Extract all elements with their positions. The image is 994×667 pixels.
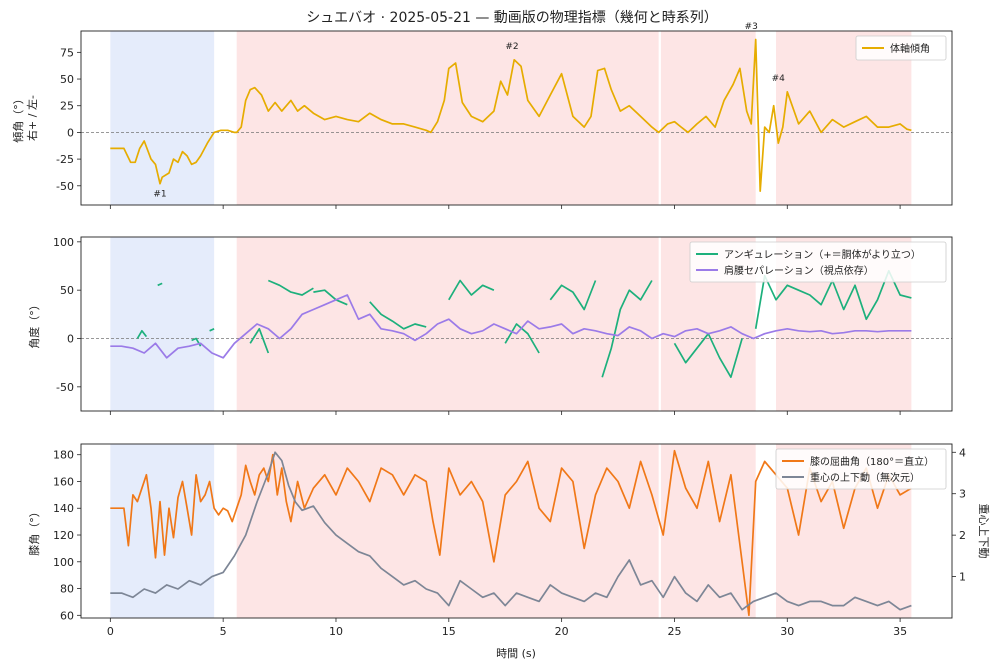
axes-frame — [80, 443, 953, 619]
y-tick-label: 25 — [60, 100, 74, 113]
y-tick-label: 80 — [60, 583, 74, 596]
series-line-1-0 — [601, 280, 653, 378]
series-line-1-0 — [504, 323, 540, 354]
x-tick-label: 35 — [893, 625, 907, 638]
y-tick-label: 120 — [53, 529, 74, 542]
y-tick-label: 160 — [53, 475, 74, 488]
legend: アンギュレーション（+＝胴体がより立つ） 肩腰セパレーション（視点依存） — [689, 241, 947, 283]
y-tick-label: 100 — [53, 236, 74, 249]
axes-frame — [80, 236, 953, 412]
figure-title: シュエバオ · 2025-05-21 — 動画版の物理指標（幾何と時系列） — [306, 10, 718, 26]
series-line-0-0 — [110, 38, 912, 192]
legend-box — [855, 35, 947, 61]
shaded-region-red — [236, 237, 659, 411]
legend-label: アンギュレーション（+＝胴体がより立つ） — [724, 248, 921, 261]
legend-label: 重心の上下動（無次元） — [810, 471, 920, 484]
y-tick-label: -25 — [56, 153, 74, 166]
series-line-1-0 — [267, 279, 314, 296]
peak-annotation: #1 — [153, 189, 166, 199]
x-tick-label: 25 — [667, 625, 681, 638]
x-tick-label: 30 — [780, 625, 794, 638]
y-axis-label: 角度（°） — [27, 299, 41, 349]
legend-label: 体軸傾角 — [890, 42, 930, 55]
y-tick-label: -50 — [56, 180, 74, 193]
y-axis-label: 傾角（°） — [11, 93, 25, 143]
y-tick-label: 0 — [67, 126, 74, 139]
y-tick-label: 60 — [60, 609, 74, 622]
series-line-1-0 — [549, 280, 597, 311]
panel-knee: 60 80 100 120 140 160 180 0 5 10 15 20 25 30 35 膝角（°） 1 2… — [28, 443, 991, 638]
panel-tilt: -50 -25 0 25 50 75 傾角（°） 右+ / 左- #1 #2 #3 #4 体軸傾角 — [11, 22, 953, 209]
y-tick-label: 140 — [53, 502, 74, 515]
peak-annotation: #3 — [745, 22, 758, 32]
y-axis-label: 膝角（°） — [28, 506, 41, 556]
x-tick-label: 15 — [442, 625, 456, 638]
y2-tick-label: 4 — [959, 446, 966, 459]
legend-box — [689, 241, 947, 283]
shaded-region-blue — [110, 31, 215, 205]
y-tick-label: 75 — [60, 46, 74, 59]
y-tick-label: 100 — [53, 556, 74, 569]
y2-tick-label: 3 — [959, 488, 966, 501]
x-tick-label: 5 — [220, 625, 227, 638]
legend-box — [775, 448, 947, 490]
y-tick-label: 50 — [60, 73, 74, 86]
series-line-1-0 — [369, 301, 427, 330]
series-line-1-0 — [313, 289, 348, 306]
shaded-region-blue — [110, 237, 215, 411]
series-line-2-0 — [110, 449, 912, 617]
peak-annotation: #2 — [505, 42, 518, 52]
shaded-region-red — [660, 444, 756, 618]
y2-axis-label: 重心上下動 — [977, 504, 991, 559]
y-tick-label: -50 — [56, 381, 74, 394]
x-axis-label: 時間 (s) — [496, 647, 536, 660]
panel-angles: -50 0 50 100 角度（°） アンギュレーション（+＝胴体がより立つ） 肩腰セパレー… — [27, 236, 953, 415]
series-line-1-0 — [157, 282, 163, 287]
legend-label: 膝の屈曲角（180°＝直立） — [810, 455, 934, 468]
series-line-2-1 — [110, 451, 912, 611]
legend-label: 肩腰セパレーション（視点依存） — [724, 264, 874, 277]
plot-area — [81, 237, 952, 411]
y-tick-label: 50 — [60, 284, 74, 297]
plot-area — [81, 31, 952, 205]
series-line-1-0 — [249, 327, 270, 354]
y-tick-label: 0 — [67, 333, 74, 346]
series-line-1-0 — [136, 329, 148, 339]
shaded-region-red — [236, 444, 659, 618]
series-line-1-1 — [110, 294, 912, 359]
legend: 体軸傾角 — [855, 35, 947, 61]
plot-area — [110, 444, 912, 618]
y2-tick-label: 1 — [959, 571, 966, 584]
x-tick-label: 20 — [555, 625, 569, 638]
x-tick-label: 10 — [329, 625, 343, 638]
series-line-1-0 — [448, 279, 495, 301]
axes-frame — [80, 30, 953, 206]
x-tick-label: 0 — [107, 625, 114, 638]
series-line-1-0 — [209, 328, 215, 332]
y2-tick-label: 2 — [959, 529, 966, 542]
y-tick-label: 180 — [53, 449, 74, 462]
shaded-region-red — [236, 31, 659, 205]
peak-annotation: #4 — [772, 74, 786, 84]
legend: 膝の屈曲角（180°＝直立） 重心の上下動（無次元） — [775, 448, 947, 490]
y-axis-label: 右+ / 左- — [25, 95, 39, 141]
